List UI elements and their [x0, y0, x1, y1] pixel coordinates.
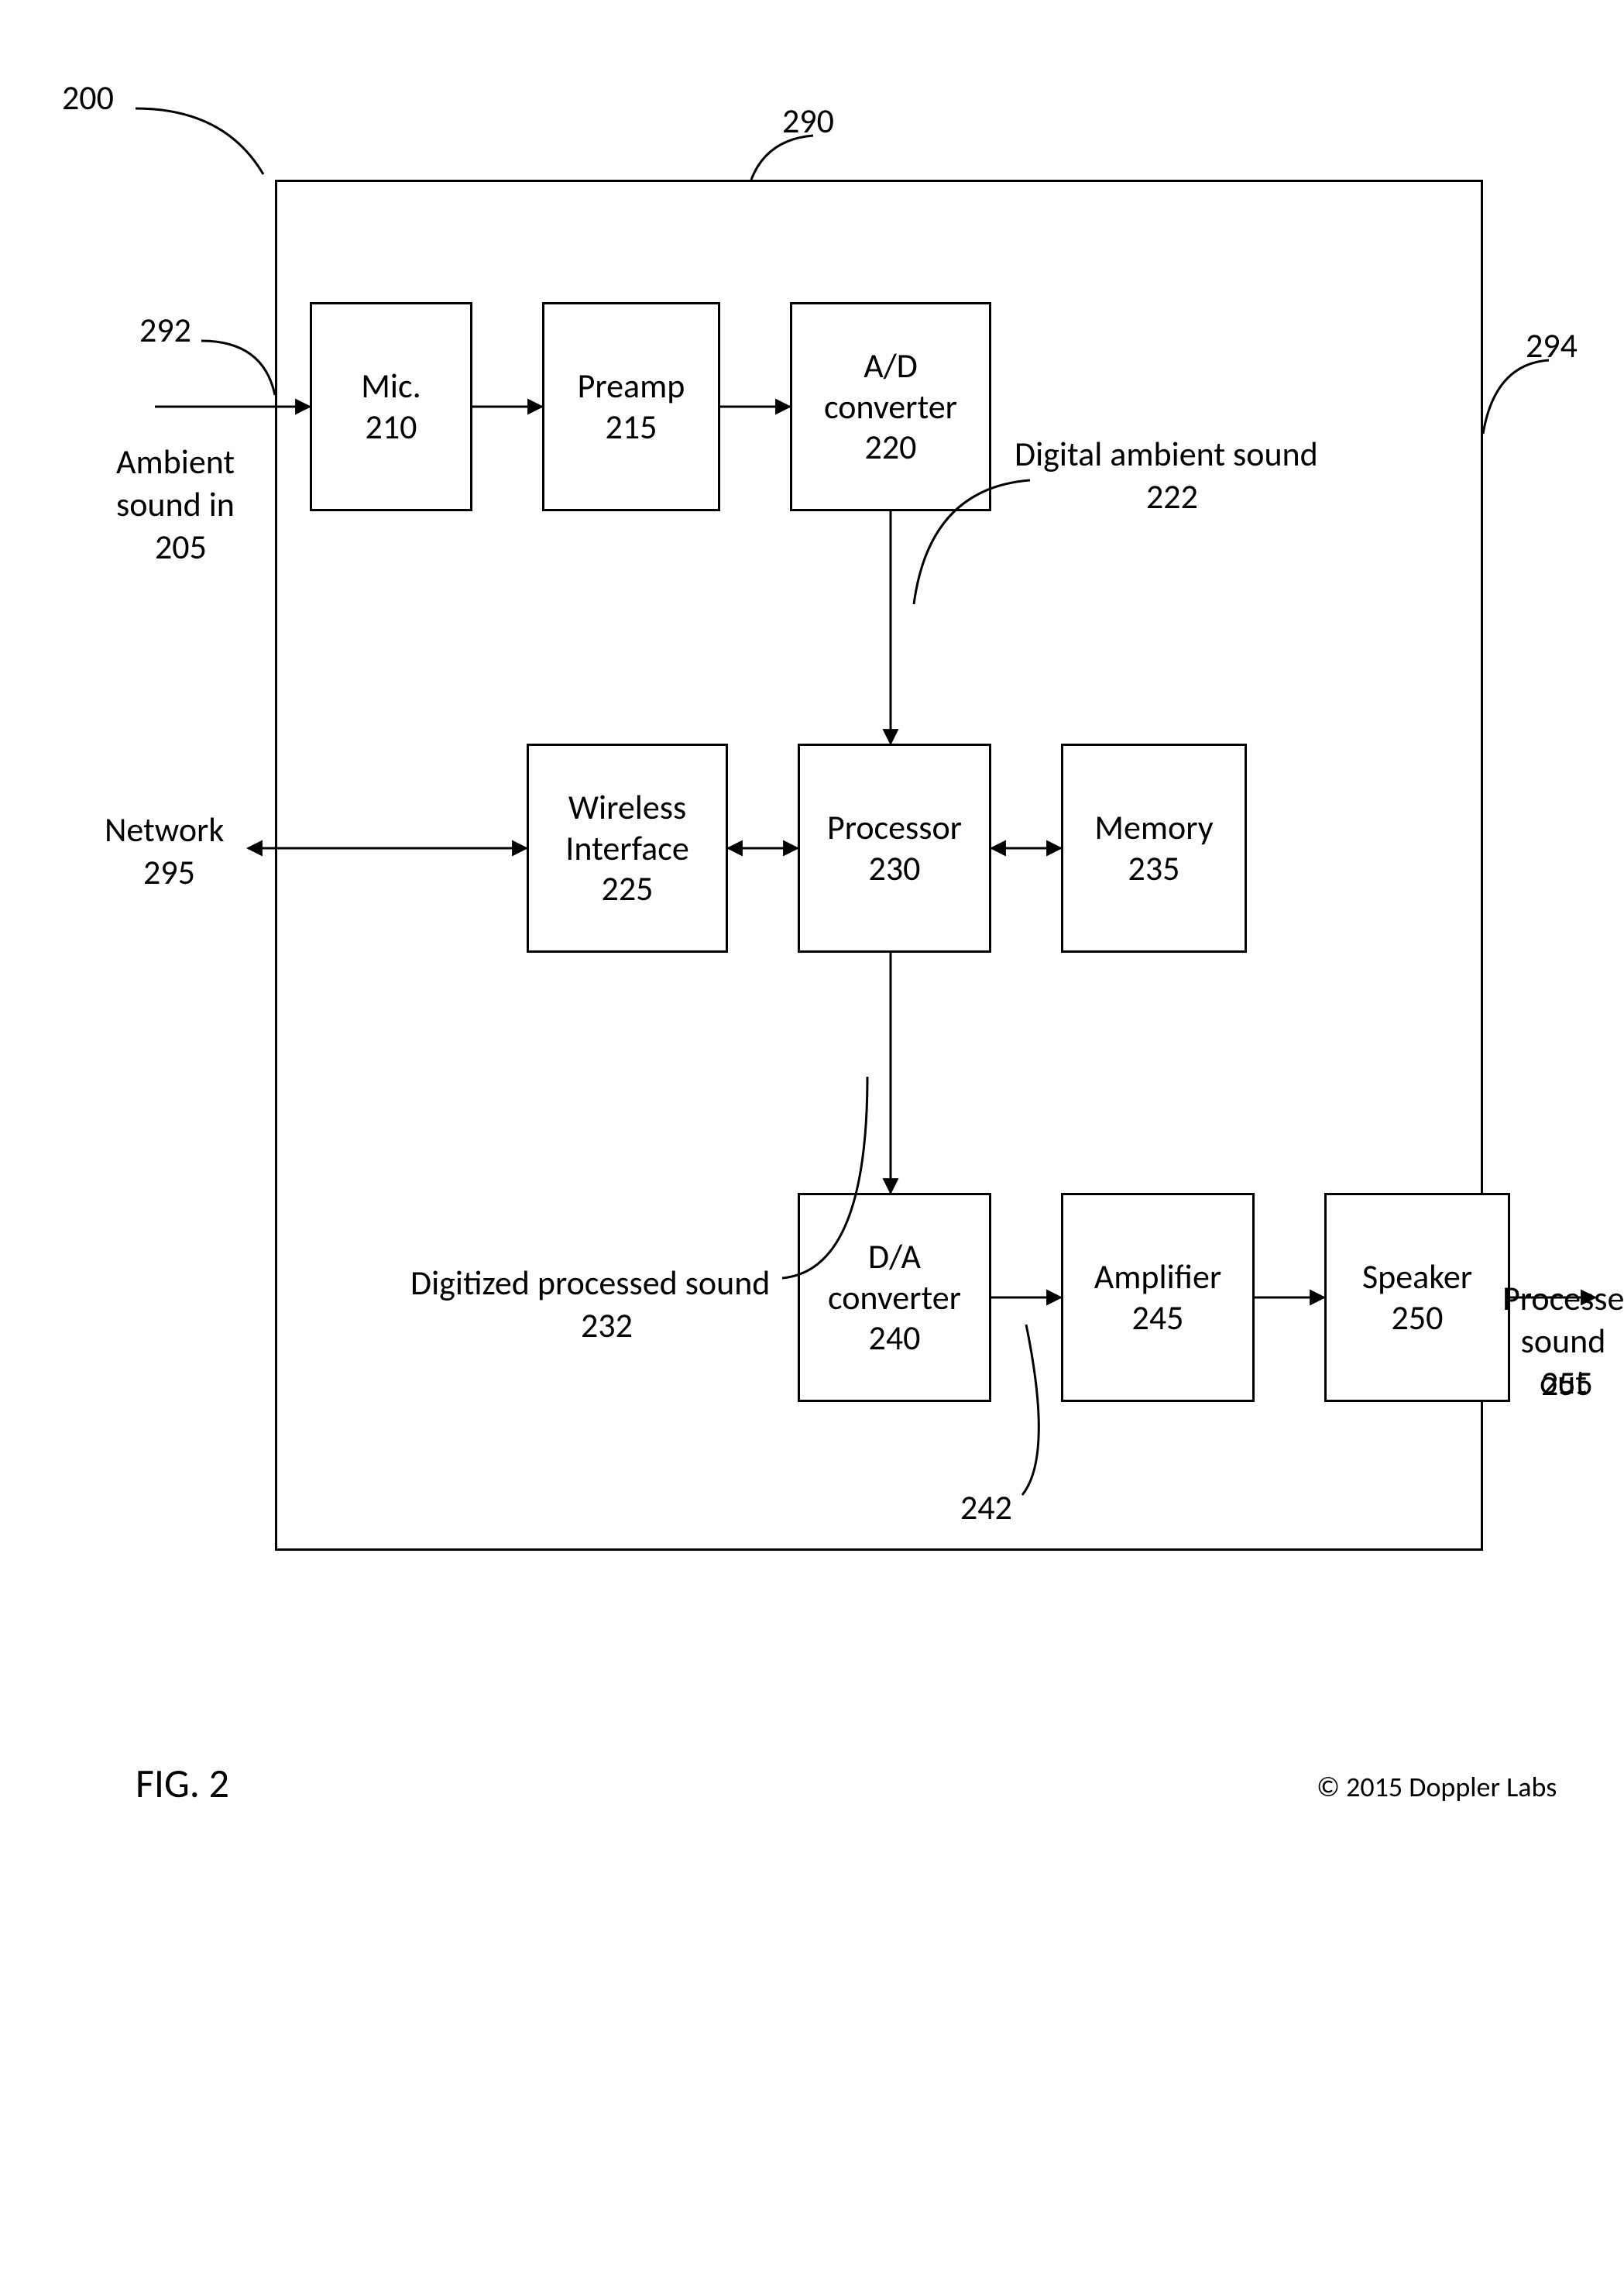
- mic-port-curve: [201, 341, 275, 395]
- copyright-label: © 2015 Doppler Labs: [1317, 1770, 1557, 1804]
- proc-out-line1: Processed: [1502, 1278, 1624, 1319]
- ambient-in-num: 205: [155, 527, 207, 568]
- ad-num: 220: [865, 427, 917, 468]
- da-block: D/A converter 240: [798, 1193, 991, 1402]
- preamp-num: 215: [606, 407, 657, 448]
- das-num: 222: [1146, 476, 1198, 517]
- da-label-1: D/A: [868, 1236, 921, 1277]
- mic-label: Mic.: [361, 366, 421, 407]
- spk-port-curve: [1483, 360, 1549, 434]
- da-label-2: converter: [828, 1277, 961, 1318]
- ad-label-1: A/D: [864, 345, 918, 387]
- dps-label: Digitized processed sound: [410, 1263, 770, 1304]
- amp-num: 245: [1132, 1297, 1184, 1339]
- preamp-block: Preamp 215: [542, 302, 720, 511]
- system-ref-label: 200: [62, 77, 114, 119]
- mic-port-ref-label: 292: [139, 310, 191, 351]
- memory-label: Memory: [1094, 807, 1213, 848]
- figure-label: FIG. 2: [136, 1758, 229, 1808]
- network-label: Network: [105, 809, 224, 851]
- memory-num: 235: [1128, 848, 1180, 889]
- mic-num: 210: [366, 407, 417, 448]
- amp-label: Amplifier: [1094, 1256, 1221, 1297]
- wireless-label-1: Wireless: [568, 787, 686, 828]
- system-curve: [136, 108, 263, 174]
- ad-block: A/D converter 220: [790, 302, 991, 511]
- dps-num: 232: [581, 1305, 633, 1346]
- memory-block: Memory 235: [1061, 744, 1247, 953]
- spk-port-ref-label: 294: [1526, 325, 1578, 366]
- ambient-in-line2: sound in: [116, 484, 235, 525]
- da-num: 240: [869, 1318, 921, 1359]
- wireless-block: Wireless Interface 225: [527, 744, 728, 953]
- processor-num: 230: [869, 848, 921, 889]
- analog-out-num: 242: [960, 1487, 1012, 1528]
- network-num: 295: [143, 852, 195, 893]
- processor-block: Processor 230: [798, 744, 991, 953]
- ambient-in-line1: Ambient: [116, 442, 235, 483]
- housing-curve: [751, 136, 813, 180]
- housing-ref-label: 290: [782, 101, 834, 142]
- wireless-label-2: Interface: [565, 828, 688, 869]
- amp-block: Amplifier 245: [1061, 1193, 1255, 1402]
- proc-out-num: 255: [1541, 1363, 1593, 1404]
- wireless-num: 225: [602, 868, 654, 909]
- speaker-num: 250: [1392, 1297, 1444, 1339]
- preamp-label: Preamp: [578, 366, 685, 407]
- speaker-label: Speaker: [1362, 1256, 1472, 1297]
- das-label: Digital ambient sound: [1015, 434, 1318, 475]
- processor-label: Processor: [827, 807, 962, 848]
- mic-block: Mic. 210: [310, 302, 472, 511]
- speaker-block: Speaker 250: [1324, 1193, 1510, 1402]
- ad-label-2: converter: [824, 387, 957, 428]
